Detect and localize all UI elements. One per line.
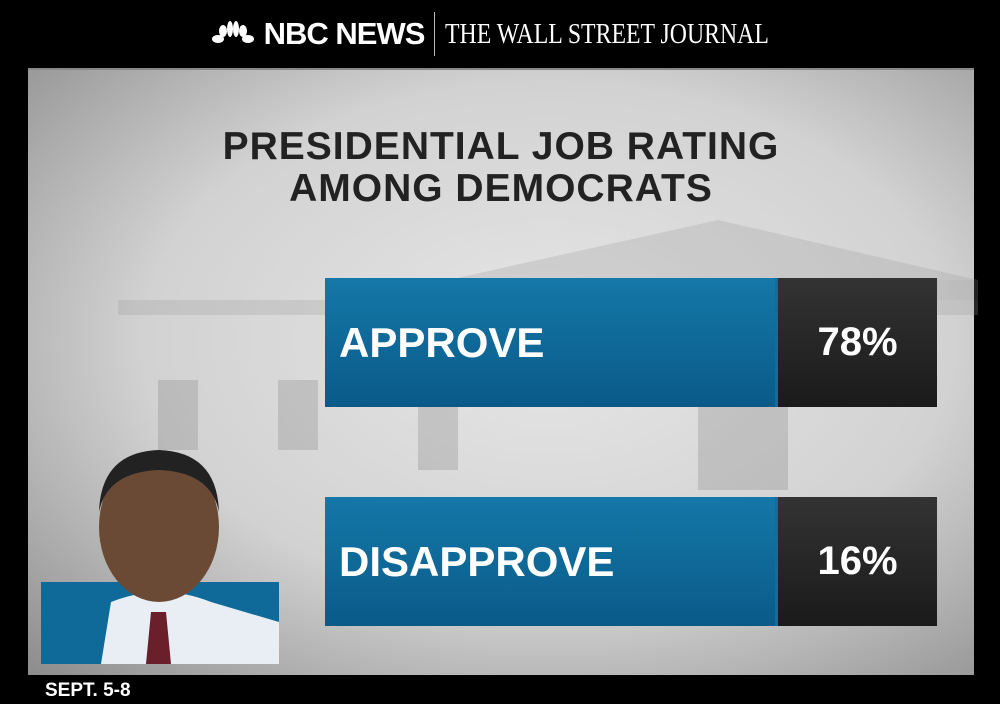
value-label-disapprove: 16% — [778, 497, 937, 626]
poll-date: SEPT. 5-8 — [45, 680, 131, 701]
title-line-1: PRESIDENTIAL JOB RATING — [222, 125, 780, 168]
peacock-icon — [211, 21, 254, 43]
value-label-approve: 78% — [778, 278, 937, 407]
title-line-2: AMONG DEMOCRATS — [289, 167, 713, 210]
nbc-news-logo: NBC NEWS — [210, 16, 425, 52]
bar-approve: APPROVE 78% — [325, 278, 937, 407]
bar-label-approve: APPROVE — [325, 278, 778, 407]
graphic-panel: PRESIDENTIAL JOB RATING AMONG DEMOCRATS … — [28, 68, 978, 675]
header-divider — [434, 12, 436, 56]
chart-title: PRESIDENTIAL JOB RATING AMONG DEMOCRATS — [28, 126, 974, 210]
partner-name: THE WALL STREET JOURNAL — [445, 17, 770, 50]
bar-disapprove: DISAPPROVE 16% — [325, 497, 937, 626]
network-name: NBC NEWS — [263, 16, 426, 51]
header: NBC NEWS THE WALL STREET JOURNAL — [0, 0, 1000, 68]
president-photo — [41, 450, 279, 664]
bar-label-disapprove: DISAPPROVE — [325, 497, 778, 626]
